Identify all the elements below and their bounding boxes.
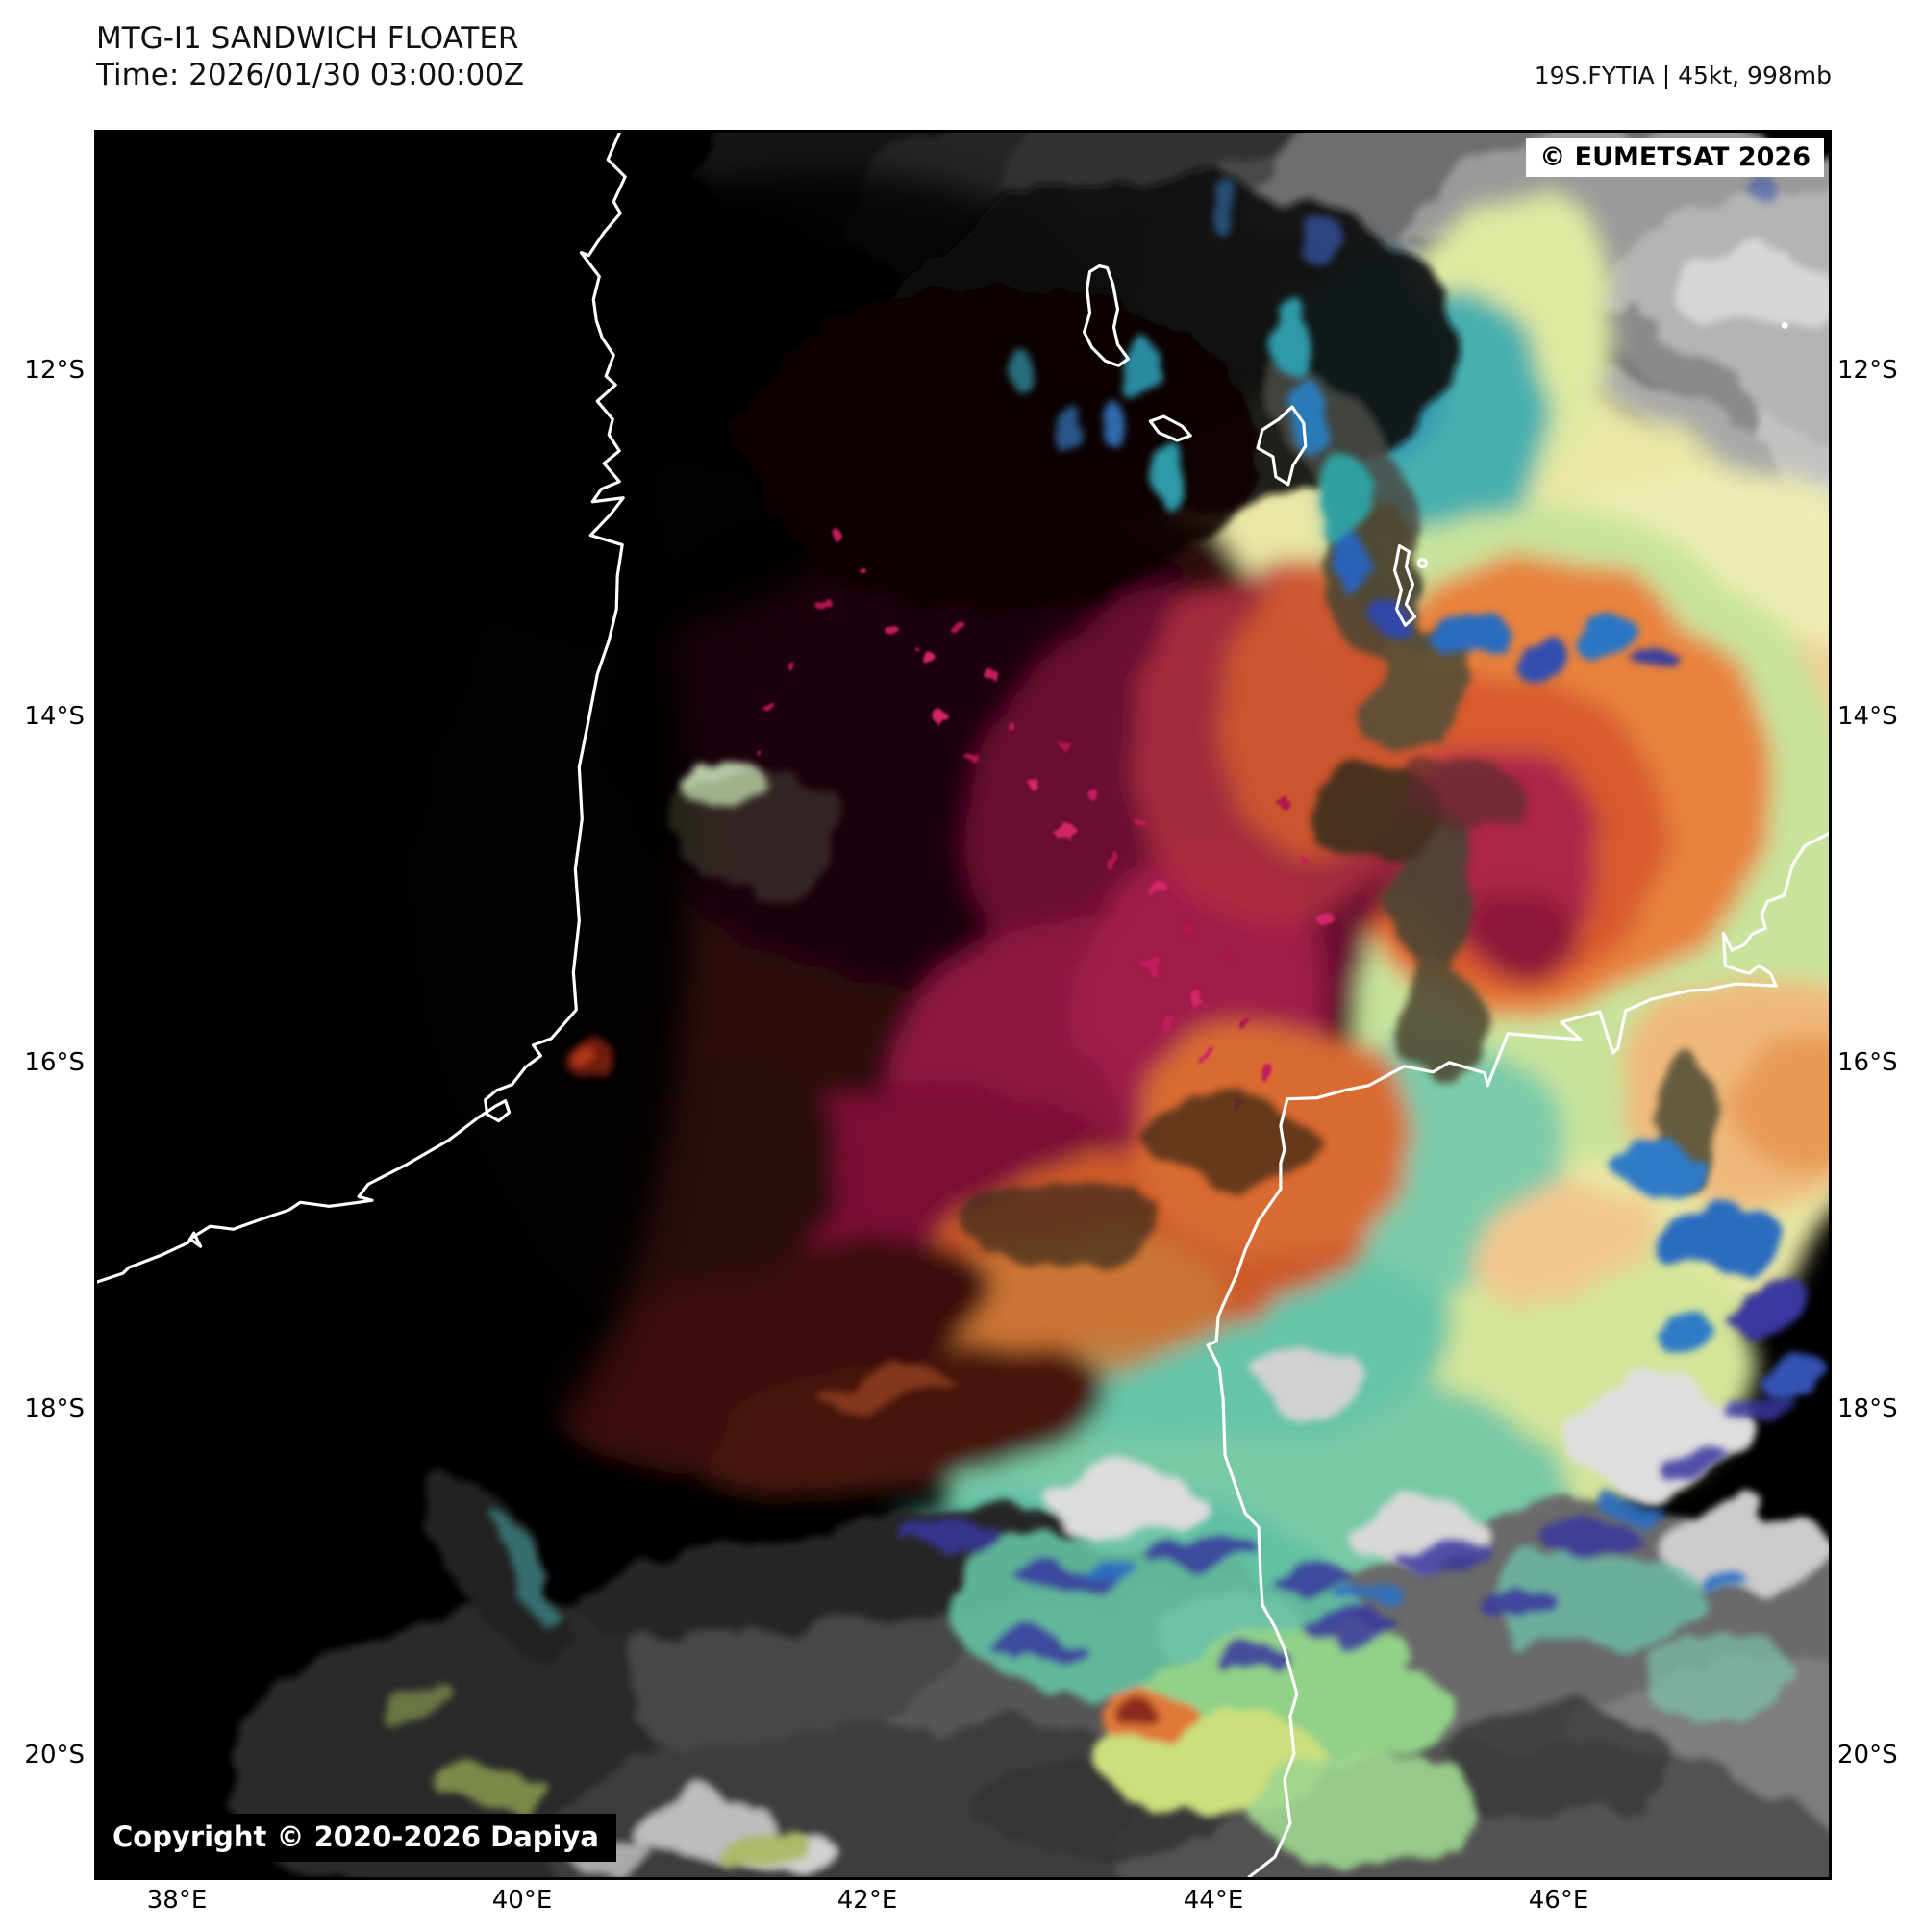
lon-label-42e: 42°E: [837, 1886, 898, 1915]
shadow-clumps: [963, 501, 1721, 1267]
lat-label-right-18s: 18°S: [1837, 1394, 1898, 1423]
mayotte-islet: [1416, 557, 1428, 569]
lat-label-left-16s: 16°S: [24, 1048, 85, 1077]
anjouan-coastline: [1256, 405, 1308, 487]
lat-label-right-12s: 12°S: [1837, 356, 1898, 385]
lat-label-left-20s: 20°S: [24, 1741, 85, 1769]
coastlines: [97, 133, 1829, 1877]
lat-label-right-14s: 14°S: [1837, 702, 1898, 731]
cold-fringes: [1008, 176, 1829, 1400]
lat-label-right-16s: 16°S: [1837, 1048, 1898, 1077]
mayotte-coastline: [1392, 543, 1417, 627]
satellite-imagery: [97, 133, 1829, 1877]
lat-label-left-14s: 14°S: [24, 702, 85, 731]
timestamp: Time: 2026/01/30 03:00:00Z: [96, 58, 525, 92]
lon-label-38e: 38°E: [146, 1886, 208, 1915]
africa-coastline: [97, 133, 627, 1284]
small-island-dot: [1781, 321, 1788, 329]
lon-label-44e: 44°E: [1183, 1886, 1244, 1915]
lon-label-46e: 46°E: [1528, 1886, 1589, 1915]
lat-label-left-12s: 12°S: [24, 356, 85, 385]
convective-speckles: [755, 530, 1329, 1106]
lon-label-40e: 40°E: [491, 1886, 553, 1915]
satellite-map: © EUMETSAT 2026 Copyright © 2020-2026 Da…: [94, 130, 1832, 1880]
grande-comore-coastline: [1082, 263, 1131, 367]
page-title: MTG-I1 SANDWICH FLOATER: [96, 21, 519, 56]
storm-info: 19S.FYTIA | 45kt, 998mb: [1534, 62, 1832, 89]
south-color-patches: [386, 1393, 1806, 1870]
moheli-coastline: [1148, 414, 1192, 442]
madagascar-coastline: [1206, 831, 1829, 1877]
copyright-notice: Copyright © 2020-2026 Dapiya: [97, 1814, 616, 1862]
lat-label-left-18s: 18°S: [24, 1394, 85, 1423]
eumetsat-badge: © EUMETSAT 2026: [1526, 138, 1824, 177]
lat-label-right-20s: 20°S: [1837, 1741, 1898, 1769]
